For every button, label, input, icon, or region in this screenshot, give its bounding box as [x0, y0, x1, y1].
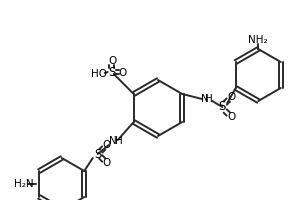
- Text: NH₂: NH₂: [248, 35, 268, 45]
- Text: O: O: [109, 56, 117, 66]
- Text: O: O: [227, 112, 235, 122]
- Text: N: N: [201, 94, 209, 104]
- Text: O: O: [227, 92, 235, 102]
- Text: O: O: [103, 140, 111, 150]
- Text: N: N: [109, 136, 117, 146]
- Text: O: O: [119, 68, 127, 78]
- Text: H: H: [205, 94, 213, 104]
- Text: HO: HO: [91, 69, 107, 79]
- Text: S: S: [218, 100, 226, 114]
- Text: H: H: [115, 136, 123, 146]
- Text: S: S: [108, 66, 115, 78]
- Text: H₂N: H₂N: [14, 179, 33, 189]
- Text: O: O: [103, 158, 111, 168]
- Text: S: S: [94, 148, 102, 160]
